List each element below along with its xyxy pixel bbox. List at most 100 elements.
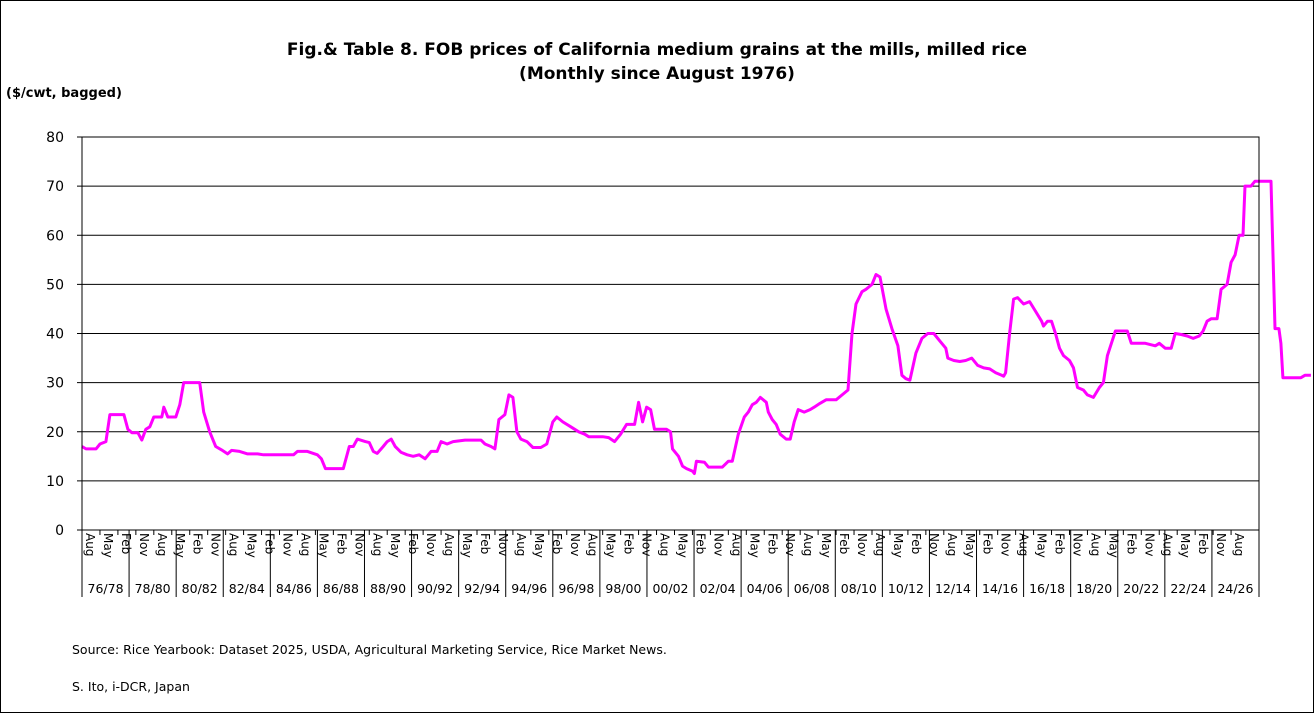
period-label: 84/86 (276, 581, 312, 596)
x-tick-label: Aug (658, 533, 672, 556)
x-tick-label: Nov (137, 533, 151, 556)
x-tick-label: Feb (263, 533, 277, 554)
x-tick-label: Feb (406, 533, 420, 554)
period-label: 80/82 (182, 581, 218, 596)
period-label: 18/20 (1076, 581, 1112, 596)
y-tick-label: 80 (46, 130, 64, 146)
y-tick-label: 70 (46, 179, 64, 195)
x-tick-label: Feb (1196, 533, 1210, 554)
x-tick-label: Nov (999, 533, 1013, 556)
period-label: 20/22 (1123, 581, 1159, 596)
x-tick-label: Feb (837, 533, 851, 554)
period-label: 02/04 (700, 581, 736, 596)
x-tick-label: May (1035, 533, 1049, 558)
x-tick-label: May (891, 533, 905, 558)
series-line (81, 179, 1311, 475)
period-label: 14/16 (982, 581, 1018, 596)
y-axis-unit-label: ($/cwt, bagged) (6, 86, 122, 101)
x-tick-label: Nov (1070, 533, 1084, 556)
x-tick-label: Nov (783, 533, 797, 556)
y-tick-label: 60 (46, 228, 64, 244)
x-tick-label: Feb (693, 533, 707, 554)
x-tick-label: May (245, 533, 259, 558)
x-tick-label: Aug (1088, 533, 1102, 556)
x-tick-label: Nov (568, 533, 582, 556)
x-tick-label: Feb (1124, 533, 1138, 554)
x-tick-label: Aug (586, 533, 600, 556)
period-label: 12/14 (935, 581, 971, 596)
x-tick-label: Aug (1232, 533, 1246, 556)
x-tick-label: Aug (1160, 533, 1174, 556)
x-tick-label: Aug (298, 533, 312, 556)
x-tick-label: Nov (424, 533, 438, 556)
x-axis-ticks: Aug May Feb Nov Aug May Feb Nov Aug May Feb Nov Aug M… (81, 530, 1260, 597)
period-label: 98/00 (605, 581, 641, 596)
y-tick-label: 10 (46, 474, 64, 490)
x-tick-label: May (747, 533, 761, 558)
y-tick-label: 50 (46, 277, 64, 293)
x-tick-label: Nov (352, 533, 366, 556)
x-tick-label: Feb (550, 533, 564, 554)
x-tick-label: Nov (209, 533, 223, 556)
period-label: 04/06 (747, 581, 783, 596)
plot-area-border (81, 136, 1260, 531)
period-label: 22/24 (1170, 581, 1206, 596)
x-tick-label: Feb (119, 533, 133, 554)
x-tick-label: Feb (765, 533, 779, 554)
x-tick-label: May (675, 533, 689, 558)
period-label: 94/96 (511, 581, 547, 596)
x-tick-label: May (388, 533, 402, 558)
period-label: 92/94 (464, 581, 500, 596)
x-tick-label: Nov (927, 533, 941, 556)
x-tick-label: Feb (909, 533, 923, 554)
period-label: 90/92 (417, 581, 453, 596)
period-label: 96/98 (558, 581, 594, 596)
x-tick-label: Nov (280, 533, 294, 556)
period-label: 16/18 (1029, 581, 1065, 596)
period-label: 06/08 (794, 581, 830, 596)
y-axis-ticks: 0 10 20 30 40 50 60 70 80 (46, 130, 82, 539)
x-tick-label: Feb (1053, 533, 1067, 554)
x-tick-label: May (604, 533, 618, 558)
x-tick-label: Feb (191, 533, 205, 554)
x-tick-label: Aug (227, 533, 241, 556)
price-series (81, 179, 1311, 475)
x-tick-label: Aug (155, 533, 169, 556)
gridlines (82, 136, 1259, 531)
x-tick-label: Aug (442, 533, 456, 556)
x-tick-label: Nov (496, 533, 510, 556)
y-tick-label: 0 (55, 523, 64, 539)
x-tick-label: Feb (622, 533, 636, 554)
period-label: 86/88 (323, 581, 359, 596)
x-tick-label: May (532, 533, 546, 558)
x-tick-label: May (173, 533, 187, 558)
x-tick-label: Aug (83, 533, 97, 556)
chart-title: Fig.& Table 8. FOB prices of California … (286, 40, 1028, 60)
y-tick-label: 20 (46, 425, 64, 441)
y-tick-label: 40 (46, 327, 64, 343)
period-label: 78/80 (135, 581, 171, 596)
x-tick-label: Aug (945, 533, 959, 556)
x-tick-label: Aug (514, 533, 528, 556)
period-label: 10/12 (888, 581, 924, 596)
source-note: Source: Rice Yearbook: Dataset 2025, USD… (72, 642, 667, 657)
x-tick-label: May (1106, 533, 1120, 558)
x-tick-label: May (963, 533, 977, 558)
author-note: S. Ito, i-DCR, Japan (72, 679, 190, 694)
x-tick-label: May (819, 533, 833, 558)
chart-subtitle: (Monthly since August 1976) (519, 64, 795, 84)
period-label: 82/84 (229, 581, 265, 596)
period-label: 88/90 (370, 581, 406, 596)
y-tick-label: 30 (46, 376, 64, 392)
x-tick-label: Feb (478, 533, 492, 554)
x-tick-label: Aug (801, 533, 815, 556)
x-tick-label: Nov (711, 533, 725, 556)
period-label: 08/10 (841, 581, 877, 596)
x-tick-label: Aug (370, 533, 384, 556)
x-tick-label: May (1178, 533, 1192, 558)
x-tick-label: May (460, 533, 474, 558)
period-label: 24/26 (1217, 581, 1253, 596)
x-tick-label: Nov (1214, 533, 1228, 556)
